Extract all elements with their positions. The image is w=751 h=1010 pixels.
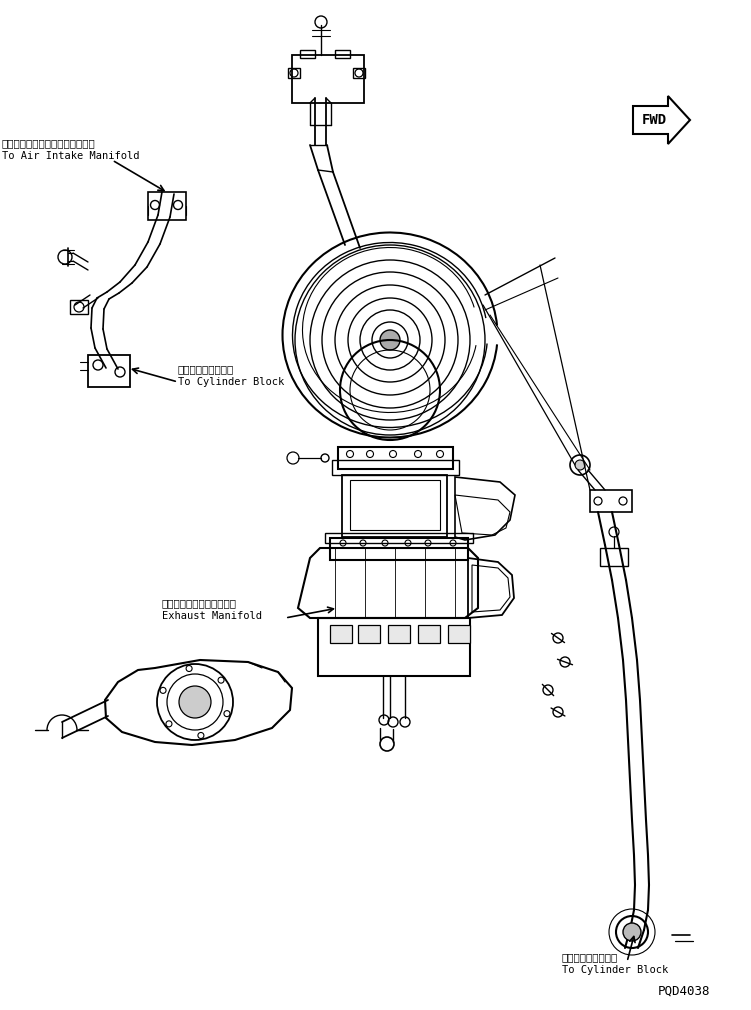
Bar [288, 68, 300, 78]
Bar [335, 50, 350, 58]
Circle shape [380, 330, 400, 350]
Bar [448, 625, 470, 643]
Bar [88, 355, 130, 387]
Text: FWD: FWD [642, 113, 667, 127]
Bar [70, 300, 88, 314]
Text: To Cylinder Block: To Cylinder Block [562, 965, 668, 975]
Bar [148, 192, 186, 220]
Text: To Cylinder Block: To Cylinder Block [178, 377, 284, 387]
Text: エキゾーストマニホールド: エキゾーストマニホールド [162, 598, 237, 608]
Bar [330, 538, 468, 560]
Bar [318, 618, 470, 676]
Text: To Air Intake Manifold: To Air Intake Manifold [2, 152, 140, 161]
Bar [358, 625, 380, 643]
Text: シリンダブロックへ: シリンダブロックへ [562, 952, 618, 962]
Bar [292, 55, 364, 103]
Circle shape [575, 460, 585, 470]
Bar [353, 68, 365, 78]
Circle shape [623, 923, 641, 941]
Bar [338, 447, 453, 469]
Bar [330, 625, 352, 643]
Text: Exhaust Manifold: Exhaust Manifold [162, 611, 262, 621]
Bar [350, 480, 440, 530]
Bar [600, 548, 628, 566]
Text: PQD4038: PQD4038 [658, 985, 710, 998]
Bar [332, 460, 459, 475]
Circle shape [179, 686, 211, 718]
Bar [342, 475, 447, 537]
Bar [300, 50, 315, 58]
Bar [590, 490, 632, 512]
Text: エアーインテークマニホールドへ: エアーインテークマニホールドへ [2, 138, 95, 148]
Bar [418, 625, 440, 643]
Bar [388, 625, 410, 643]
Text: シリンダブロックへ: シリンダブロックへ [178, 364, 234, 374]
Bar [325, 533, 473, 543]
